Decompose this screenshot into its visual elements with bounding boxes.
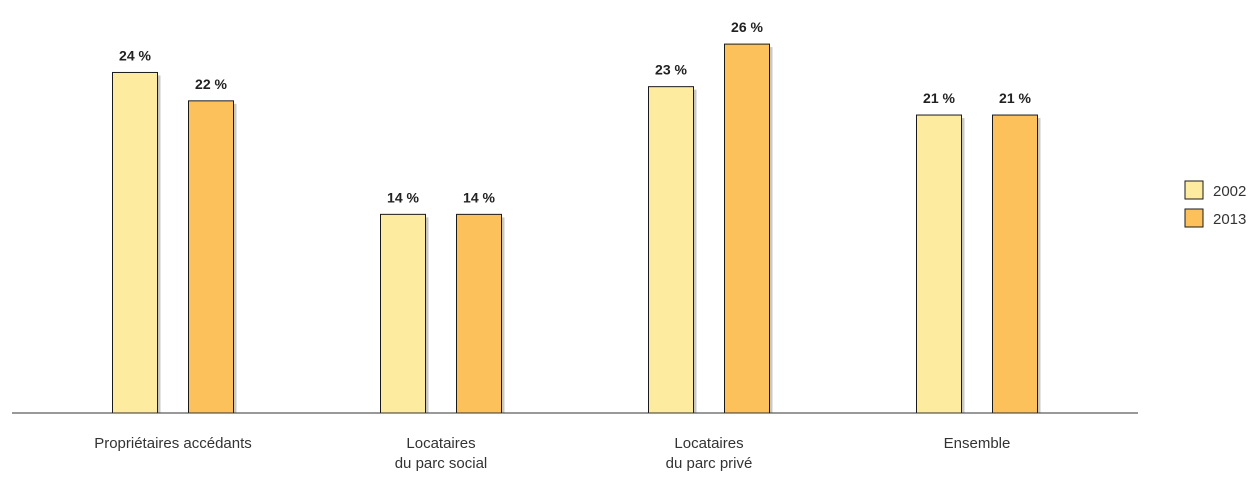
bar-2013-2 (724, 43, 770, 414)
bar-2002-2 (648, 86, 694, 414)
bars-layer (112, 43, 1041, 414)
value-label-2013-3: 21 % (999, 90, 1031, 106)
value-label-2002-1: 14 % (387, 189, 419, 205)
category-label-1-line-0: Locataires (406, 435, 475, 452)
category-label-1-line-1: du parc social (395, 455, 488, 472)
value-labels-layer: 24 % 14 % 23 % 21 % 22 % 14 % 26 % 21 % (119, 19, 1031, 205)
legend-label-2002: 2002 (1213, 183, 1246, 200)
bar-2013-0 (188, 100, 234, 414)
category-labels-layer: Propriétaires accédants Locataires du parc… (94, 435, 1010, 472)
legend-swatch-2013 (1184, 208, 1204, 228)
legend-label-2013: 2013 (1213, 211, 1246, 228)
category-label-2-line-1: du parc privé (666, 455, 753, 472)
category-label-2-line-0: Locataires (674, 435, 743, 452)
category-label-0-line-0: Propriétaires accédants (94, 435, 252, 452)
bar-2002-3 (916, 114, 962, 414)
category-label-3-line-0: Ensemble (944, 435, 1011, 452)
bar-2013-3 (992, 114, 1038, 414)
value-label-2013-1: 14 % (463, 189, 495, 205)
value-label-2013-2: 26 % (731, 19, 763, 35)
value-label-2002-3: 21 % (923, 90, 955, 106)
legend: 2002 2013 (1184, 180, 1246, 228)
legend-swatch-2002 (1184, 180, 1204, 200)
value-label-2013-0: 22 % (195, 76, 227, 92)
value-label-2002-0: 24 % (119, 47, 151, 63)
bar-2013-1 (456, 213, 502, 414)
bar-2002-1 (380, 213, 426, 414)
bar-2002-0 (112, 71, 158, 414)
value-label-2002-2: 23 % (655, 62, 687, 78)
